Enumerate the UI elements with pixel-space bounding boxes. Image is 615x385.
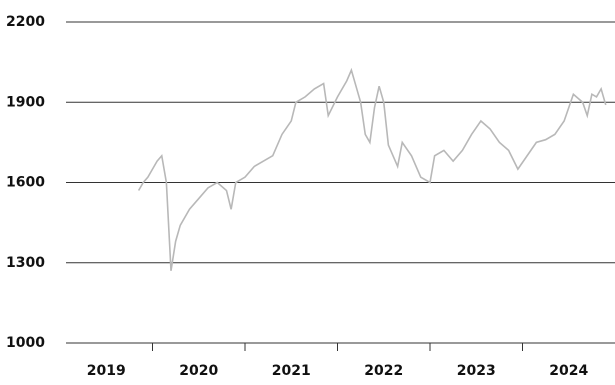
x-tick-label: 2023 <box>457 363 496 379</box>
x-tick-label: 2021 <box>272 363 311 379</box>
x-tick-label: 2020 <box>179 363 218 379</box>
y-tick-label: 1600 <box>6 175 45 191</box>
x-tick-label: 2019 <box>87 363 126 379</box>
x-tick-label: 2024 <box>549 363 588 379</box>
y-tick-label: 1000 <box>6 335 45 351</box>
y-tick-label: 1300 <box>6 255 45 271</box>
y-tick-label: 2200 <box>6 14 45 30</box>
x-tick-label: 2022 <box>364 363 403 379</box>
series-line <box>137 67 607 271</box>
y-tick-label: 1900 <box>6 94 45 110</box>
